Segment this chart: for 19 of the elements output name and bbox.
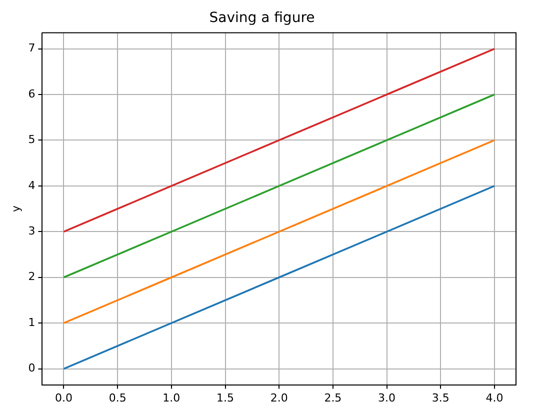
y-axis-title: y bbox=[9, 205, 22, 212]
x-tick-label: 4.0 bbox=[486, 391, 504, 404]
x-tick-label: 1.0 bbox=[162, 391, 180, 404]
y-tick-label: 0 bbox=[28, 362, 36, 375]
x-tick-label: 0.5 bbox=[108, 391, 126, 404]
x-tick-label: 2.0 bbox=[270, 391, 288, 404]
y-tick-label: 2 bbox=[28, 270, 36, 284]
x-tick-label: 3.0 bbox=[378, 391, 396, 404]
x-tick-label: 0.0 bbox=[54, 391, 72, 404]
x-tick-label: 3.5 bbox=[432, 391, 450, 404]
x-tick-label: 2.5 bbox=[324, 391, 342, 404]
y-tick-label: 3 bbox=[28, 224, 36, 238]
y-tick-label: 7 bbox=[28, 42, 36, 55]
y-tick-label: 4 bbox=[28, 178, 36, 192]
y-tick-label: 6 bbox=[28, 87, 36, 100]
chart-title: Saving a figure bbox=[209, 10, 315, 26]
y-tick-label: 1 bbox=[28, 316, 36, 329]
y-tick-label: 5 bbox=[28, 133, 36, 146]
x-tick-label: 1.5 bbox=[216, 391, 234, 404]
